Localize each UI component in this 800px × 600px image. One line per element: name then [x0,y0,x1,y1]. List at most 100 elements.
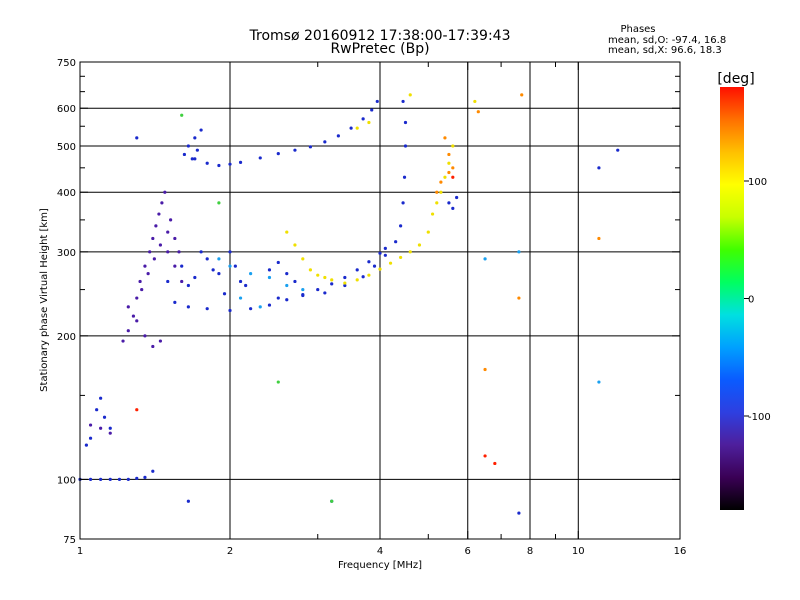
data-point [316,287,320,292]
data-point [158,339,163,343]
data-point [180,264,184,268]
data-point [330,499,334,503]
data-point [173,236,177,241]
chart-subtitle: RwPretec (Bp) [330,41,429,57]
data-point [163,190,167,194]
data-point [135,319,139,323]
data-point [408,250,412,254]
data-point [372,264,377,268]
data-point [233,264,237,268]
data-point [169,218,173,222]
data-point [473,99,477,104]
data-point [193,275,197,280]
data-point [182,152,186,157]
data-point [126,305,130,309]
data-point [401,201,405,205]
data-point [301,293,305,298]
data-point [108,426,112,430]
data-point [135,136,139,140]
data-point [403,144,408,148]
data-point [399,224,403,228]
data-point [285,272,289,276]
data-point [126,329,130,333]
data-point [355,278,359,282]
data-point [330,282,334,286]
data-point [166,279,170,284]
data-point [99,477,103,482]
data-point [451,206,455,210]
data-point [285,230,289,234]
data-point [190,157,194,161]
data-point [301,287,305,292]
x-tick-label: 16 [674,546,687,557]
chart-title: Tromsø 20160912 17:38:00-17:39:43 [249,28,511,44]
data-point [417,243,422,247]
data-point [140,287,144,292]
data-point [375,99,379,104]
colorbar-tick-label: -100 [748,412,771,423]
data-point [151,236,155,241]
data-point [276,151,280,156]
data-point [455,195,459,200]
data-point [367,260,371,264]
data-point [483,257,487,261]
data-point [186,499,190,503]
data-point [148,250,152,254]
data-point [199,250,203,254]
data-point [378,251,382,255]
data-point [258,156,262,160]
data-point [166,230,170,234]
data-point [443,175,447,179]
data-point [349,126,353,130]
data-point [439,190,443,194]
data-point [443,136,447,140]
data-point [180,279,184,284]
plot-points [78,93,620,515]
data-point [330,278,334,282]
data-point [517,511,521,515]
data-point [108,477,112,482]
y-tick-label: 100 [57,475,76,486]
data-point [361,117,365,121]
data-point [483,367,487,372]
data-point [99,396,103,400]
data-point [152,257,156,261]
data-point [447,152,451,157]
data-point [517,296,521,300]
data-point [308,145,313,149]
data-point [157,212,161,216]
data-point [131,314,136,318]
data-point [135,296,139,300]
y-tick-label: 500 [57,142,76,153]
data-point [177,250,181,254]
data-point [154,224,158,228]
data-point [88,477,93,482]
data-point [217,163,221,168]
x-tick-label: 8 [527,546,533,557]
x-axis-label: Frequency [MHz] [338,560,422,571]
data-point [211,268,215,272]
data-point [402,175,407,179]
colorbar-tick-label: 0 [748,295,754,306]
data-point [430,212,435,216]
info-line-x: mean, sd,X: 96.6, 18.3 [608,45,722,56]
data-point [195,148,199,152]
data-point [146,272,150,276]
data-point [323,291,327,295]
data-point [228,162,232,166]
data-point [84,443,88,447]
data-point [228,264,232,268]
data-point [343,283,347,288]
data-point [135,408,139,412]
data-point [426,230,430,234]
data-point [126,477,130,482]
colorbar-tick-label: 100 [748,177,767,188]
data-point [205,161,209,165]
data-point [447,170,451,175]
data-point [323,275,327,280]
data-point [135,476,139,480]
data-point [180,113,184,117]
x-tick-label: 1 [77,546,83,557]
x-tick-label: 4 [377,546,383,557]
data-point [238,160,243,164]
